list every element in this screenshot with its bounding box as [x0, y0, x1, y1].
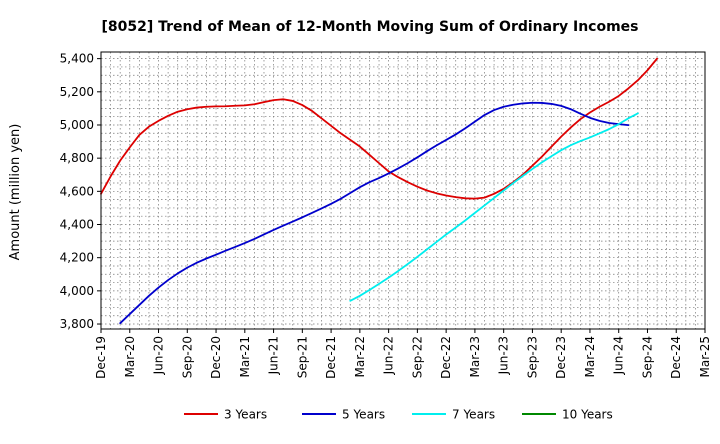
y-axis-label: Amount (million yen): [8, 124, 23, 261]
y-tick-label: 4,800: [60, 151, 94, 165]
x-tick-label: Dec-24: [669, 336, 683, 379]
x-tick-label: Sep-21: [295, 336, 309, 378]
legend-label: 7 Years: [452, 408, 495, 422]
y-tick-label: 4,000: [60, 284, 94, 298]
chart-title: [8052] Trend of Mean of 12-Month Moving …: [101, 19, 638, 35]
x-tick-label: Dec-21: [324, 336, 338, 379]
x-axis-ticks: Dec-19 Mar-20 Jun-20 Sep-20 Dec-20 Mar-21 Jun-…: [94, 329, 712, 379]
series-line-7-years: [349, 112, 639, 302]
series-line-3-years: [100, 57, 658, 200]
y-tick-label: 4,600: [60, 184, 94, 198]
x-tick-label: Jun-20: [152, 336, 166, 375]
y-tick-label: 5,200: [60, 85, 94, 99]
x-tick-label: Sep-22: [410, 336, 424, 378]
x-tick-label: Mar-25: [698, 336, 712, 377]
legend: 3 Years 5 Years 7 Years 10 Years: [184, 408, 613, 422]
x-tick-label: Jun-22: [382, 336, 396, 375]
x-tick-label: Sep-23: [525, 336, 539, 378]
y-tick-label: 4,400: [60, 218, 94, 232]
x-tick-label: Mar-22: [353, 336, 367, 377]
x-tick-label: Mar-24: [583, 336, 597, 377]
series-line-5-years: [119, 101, 630, 325]
x-tick-label: Mar-23: [468, 336, 482, 377]
y-tick-label: 4,200: [60, 251, 94, 265]
y-axis-ticks: 3,800 4,000 4,200 4,400 4,600 4,800 5,000 5,200…: [60, 52, 101, 331]
y-tick-label: 5,000: [60, 118, 94, 132]
y-tick-label: 3,800: [60, 317, 94, 331]
x-tick-label: Jun-21: [267, 336, 281, 375]
x-tick-label: Jun-24: [612, 336, 626, 375]
series-lines: [100, 57, 658, 325]
plot-area-frame: [100, 51, 706, 330]
x-tick-label: Dec-22: [439, 336, 453, 379]
legend-label: 3 Years: [224, 408, 267, 422]
legend-label: 5 Years: [342, 408, 385, 422]
y-tick-label: 5,400: [60, 52, 94, 66]
x-tick-label: Sep-20: [180, 336, 194, 378]
legend-label: 10 Years: [562, 408, 613, 422]
grid-lines: [100, 52, 706, 329]
x-tick-label: Mar-20: [123, 336, 137, 377]
x-tick-label: Sep-24: [640, 336, 654, 378]
x-tick-label: Jun-23: [497, 336, 511, 375]
x-tick-label: Dec-20: [209, 336, 223, 379]
x-tick-label: Dec-23: [554, 336, 568, 379]
x-tick-label: Mar-21: [238, 336, 252, 377]
x-tick-label: Dec-19: [94, 336, 108, 379]
